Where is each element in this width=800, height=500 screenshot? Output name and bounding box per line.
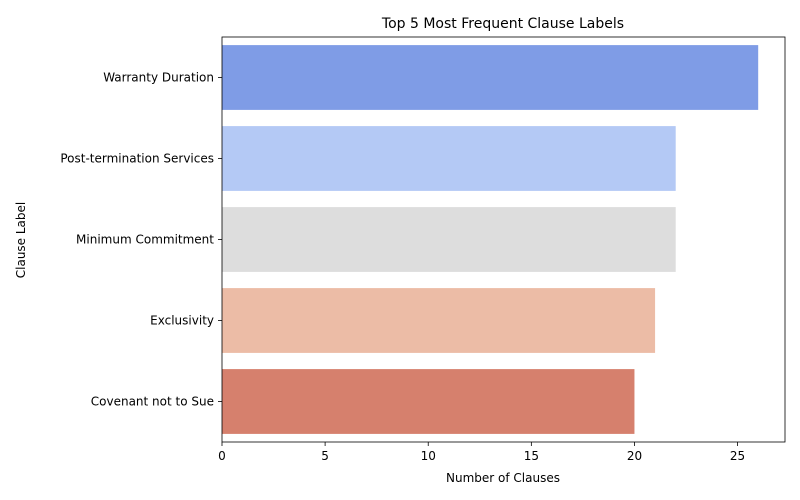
x-tick-label: 10 <box>421 449 436 463</box>
x-tick-label: 20 <box>627 449 642 463</box>
x-tick-label: 0 <box>218 449 226 463</box>
y-tick-label: Exclusivity <box>150 314 214 328</box>
bar-warranty-duration <box>222 45 759 110</box>
bar-covenant-not-to-sue <box>222 369 635 434</box>
axes-frame <box>221 36 786 443</box>
y-tick-label: Covenant not to Sue <box>91 395 214 409</box>
y-tick-label: Warranty Duration <box>103 71 214 85</box>
y-axis-ticks: Warranty Duration Post-termination Servic… <box>60 71 222 409</box>
bar-post-termination-services <box>222 126 676 191</box>
x-axis-label: Number of Clauses <box>446 471 560 485</box>
x-tick-label: 25 <box>730 449 745 463</box>
bar-exclusivity <box>222 288 656 353</box>
bar-minimum-commitment <box>222 207 676 272</box>
x-tick-label: 5 <box>321 449 329 463</box>
y-axis-label: Clause Label <box>14 202 28 279</box>
x-tick-label: 15 <box>524 449 539 463</box>
plot-frame <box>221 36 786 443</box>
x-axis-ticks: 0 5 10 15 20 25 <box>218 442 745 463</box>
y-tick-label: Post-termination Services <box>60 152 214 166</box>
y-tick-label: Minimum Commitment <box>76 233 214 247</box>
bars <box>222 45 759 434</box>
chart-title: Top 5 Most Frequent Clause Labels <box>381 16 624 32</box>
